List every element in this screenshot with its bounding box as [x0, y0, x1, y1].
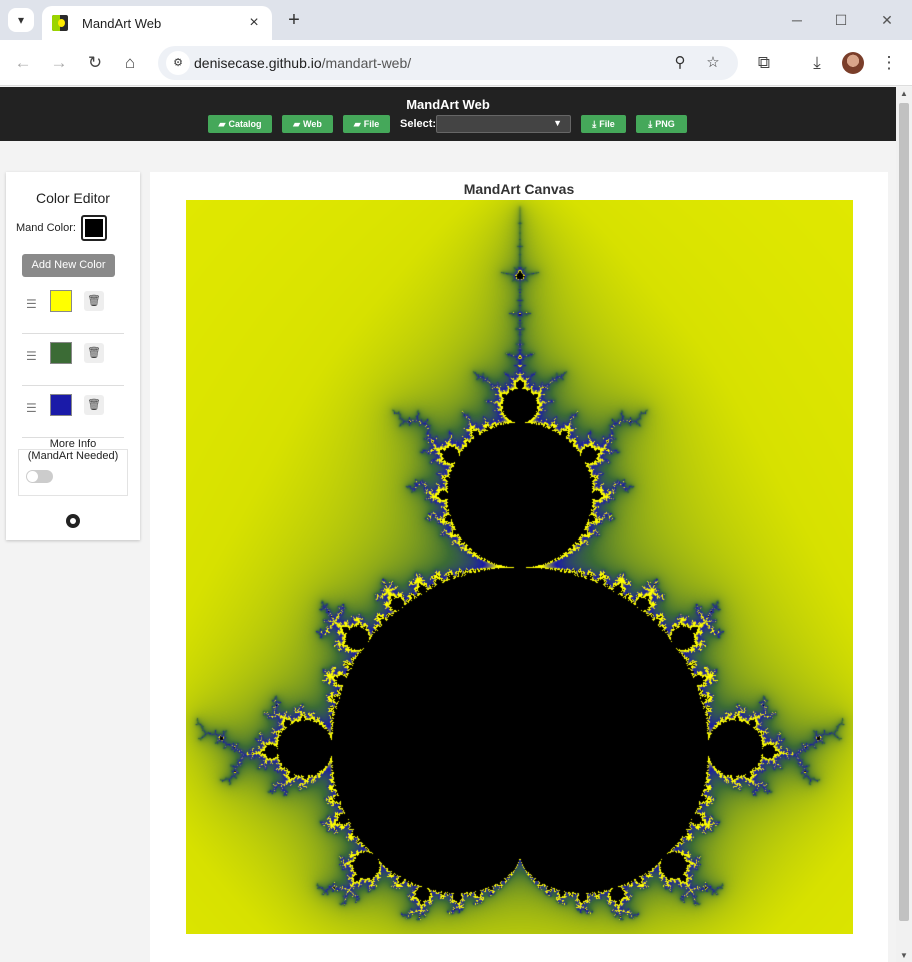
scroll-down-arrow-icon[interactable]: ▼ — [900, 951, 908, 960]
new-tab-plus-icon[interactable]: + — [288, 9, 300, 31]
more-info-label: More Info (MandArt Needed) — [6, 438, 140, 462]
forward-arrow-icon[interactable]: → — [50, 53, 68, 72]
color-swatch[interactable] — [50, 394, 72, 416]
url-text[interactable]: denisecase.github.io/mandart-web/ — [194, 55, 411, 71]
select-label: Select: — [400, 118, 437, 130]
menu-kebab-icon[interactable]: ⋮ — [880, 53, 898, 72]
tab-search-chevron-icon[interactable]: ▾ — [8, 8, 34, 32]
color-row: ☰ 🗑 — [22, 386, 124, 438]
drag-handle-icon[interactable]: ☰ — [26, 349, 37, 363]
bookmark-star-icon[interactable]: ☆ — [706, 54, 720, 71]
color-editor-title: Color Editor — [36, 190, 110, 206]
reload-icon[interactable]: ↻ — [87, 53, 103, 72]
folder-icon: ▰ — [353, 118, 361, 129]
folder-icon: ▰ — [218, 118, 226, 129]
back-arrow-icon[interactable]: ← — [14, 53, 32, 72]
mand-color-swatch[interactable] — [81, 215, 107, 241]
color-editor-panel: Color Editor Mand Color: Add New Color ☰… — [6, 172, 140, 540]
drag-handle-icon[interactable]: ☰ — [26, 297, 37, 311]
site-info-icon[interactable]: ⚙ — [166, 51, 190, 75]
minimize-icon[interactable]: ─ — [792, 12, 802, 28]
download-icon: ⤓ — [592, 118, 597, 129]
address-bar[interactable]: ⚙ denisecase.github.io/mandart-web/ ⚲ ☆ — [158, 46, 738, 80]
app-header: MandArt Web ▰ Catalog ▰ Web ▰ File Select: … — [0, 87, 896, 141]
browser-toolbar: ← → ↻ ⌂ ⚙ denisecase.github.io/mandart-w… — [0, 40, 912, 86]
url-host: denisecase.github.io — [194, 55, 322, 71]
github-icon[interactable] — [66, 514, 80, 528]
tab-title: MandArt Web — [82, 15, 162, 31]
web-button[interactable]: ▰ Web — [282, 115, 333, 133]
color-row: ☰ 🗑 — [22, 334, 124, 386]
png-button[interactable]: ⤓ PNG — [636, 115, 687, 133]
tab-close-icon[interactable]: × — [249, 14, 259, 31]
toggle-knob — [27, 471, 38, 482]
download-icon: ⤓ — [648, 118, 653, 129]
profile-avatar[interactable] — [842, 52, 864, 74]
home-icon[interactable]: ⌂ — [124, 53, 136, 72]
web-page: MandArt Web ▰ Catalog ▰ Web ▰ File Select: … — [0, 87, 896, 962]
web-button-label: Web — [303, 119, 322, 129]
browser-tabstrip: ▾ MandArt Web × + ─ ☐ ✕ — [0, 0, 912, 40]
more-info-toggle[interactable] — [26, 470, 53, 483]
delete-trash-icon[interactable]: 🗑 — [84, 395, 104, 415]
more-info-line2: (MandArt Needed) — [27, 450, 119, 462]
url-path: /mandart-web/ — [321, 55, 412, 71]
canvas-title: MandArt Canvas — [463, 181, 575, 197]
delete-trash-icon[interactable]: 🗑 — [84, 343, 104, 363]
open-file-button[interactable]: ▰ File — [343, 115, 390, 133]
drag-handle-icon[interactable]: ☰ — [26, 401, 37, 415]
more-info-box — [18, 449, 128, 496]
app-title: MandArt Web — [406, 97, 490, 112]
color-swatch[interactable] — [50, 342, 72, 364]
mand-color-fill — [85, 219, 103, 237]
png-button-label: PNG — [655, 119, 675, 129]
open-file-button-label: File — [363, 119, 380, 129]
more-info-line1: More Info — [49, 438, 97, 450]
favicon-icon — [52, 15, 68, 31]
add-new-color-button[interactable]: Add New Color — [22, 254, 115, 277]
mandart-canvas[interactable] — [186, 200, 853, 934]
save-file-button-label: File — [599, 119, 615, 129]
window-close-icon[interactable]: ✕ — [881, 12, 893, 28]
page-scrollbar[interactable]: ▲ ▼ — [896, 87, 912, 962]
color-row: ☰ 🗑 — [22, 282, 124, 334]
save-file-button[interactable]: ⤓ File — [581, 115, 626, 133]
zoom-icon[interactable]: ⚲ — [674, 54, 686, 71]
catalog-button-label: Catalog — [228, 119, 262, 129]
scroll-up-arrow-icon[interactable]: ▲ — [900, 89, 908, 98]
mand-color-label: Mand Color: — [16, 222, 76, 234]
select-dropdown[interactable]: ▼ — [436, 115, 571, 133]
color-swatch[interactable] — [50, 290, 72, 312]
maximize-icon[interactable]: ☐ — [834, 12, 848, 28]
dropdown-caret-icon: ▼ — [553, 118, 562, 128]
delete-trash-icon[interactable]: 🗑 — [84, 291, 104, 311]
canvas-panel: MandArt Canvas — [150, 172, 888, 962]
download-icon[interactable]: ⤓ — [813, 53, 821, 72]
extensions-puzzle-icon[interactable]: ⧉ — [757, 53, 771, 72]
browser-tab[interactable]: MandArt Web × — [42, 6, 272, 40]
catalog-button[interactable]: ▰ Catalog — [208, 115, 272, 133]
folder-icon: ▰ — [293, 118, 301, 129]
scroll-thumb[interactable] — [899, 103, 909, 921]
